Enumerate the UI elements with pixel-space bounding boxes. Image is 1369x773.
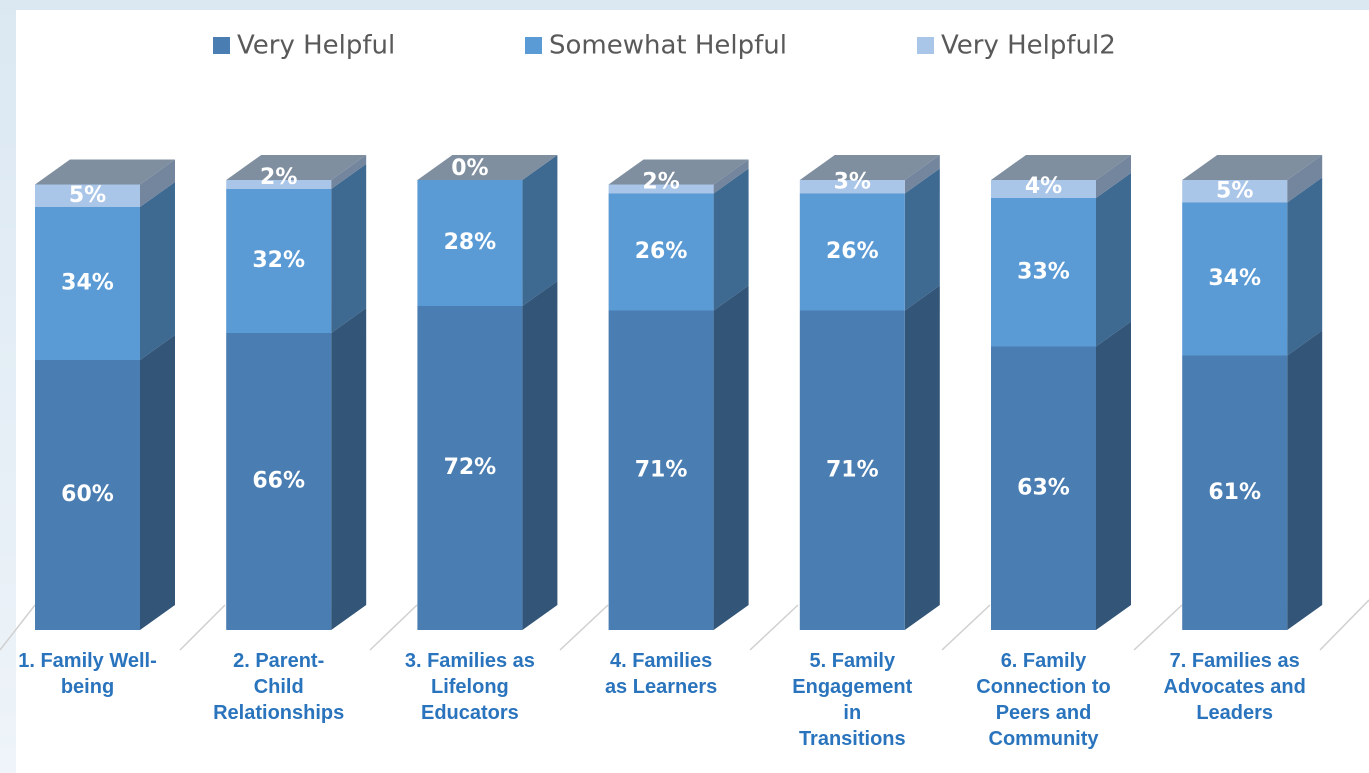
x-tick-label: 1. Family Well-being bbox=[18, 650, 157, 698]
value-label: 32% bbox=[252, 248, 305, 273]
bar bbox=[35, 207, 140, 360]
value-label: 26% bbox=[826, 239, 879, 264]
bar-top bbox=[226, 155, 367, 180]
bar-side bbox=[140, 159, 175, 207]
bar bbox=[226, 180, 332, 189]
bar bbox=[35, 360, 140, 630]
floor bbox=[0, 599, 1369, 651]
value-label: 34% bbox=[1208, 266, 1261, 291]
bar-top bbox=[991, 155, 1131, 180]
value-label: 63% bbox=[1017, 475, 1070, 500]
legend-label: Very Helpful2 bbox=[941, 31, 1116, 61]
value-label: 66% bbox=[252, 469, 305, 494]
value-label: 72% bbox=[444, 455, 497, 480]
bar bbox=[991, 180, 1096, 198]
bar bbox=[608, 310, 714, 630]
bar-side bbox=[522, 155, 558, 306]
value-label: 71% bbox=[826, 457, 879, 482]
x-tick-label: 5. Family Engagement in Transitions bbox=[792, 650, 913, 750]
bar-side bbox=[331, 308, 367, 630]
bar-side bbox=[713, 285, 749, 630]
bar bbox=[799, 310, 905, 630]
bar-side bbox=[1287, 330, 1323, 630]
value-label: 26% bbox=[635, 239, 688, 264]
value-label: 2% bbox=[260, 165, 297, 190]
bar-side bbox=[140, 182, 175, 360]
bar-side bbox=[713, 168, 749, 311]
value-label: 5% bbox=[1216, 178, 1253, 203]
value-label: 2% bbox=[642, 170, 679, 195]
value-label: 34% bbox=[61, 271, 114, 296]
bar-side bbox=[713, 159, 749, 194]
bar bbox=[608, 193, 714, 311]
bar bbox=[1182, 202, 1288, 356]
value-label: 3% bbox=[834, 170, 871, 195]
bar bbox=[1182, 355, 1288, 630]
value-label: 0% bbox=[451, 156, 488, 181]
value-label: 28% bbox=[444, 230, 497, 255]
legend-swatch bbox=[525, 37, 542, 54]
value-label: 71% bbox=[635, 457, 688, 482]
bar bbox=[991, 198, 1096, 347]
bar-side bbox=[1287, 177, 1323, 356]
bar-side bbox=[904, 285, 940, 630]
x-tick-label: 3. Families as Lifelong Educators bbox=[404, 650, 535, 724]
bar-side bbox=[904, 155, 940, 194]
legend-label: Somewhat Helpful bbox=[549, 31, 787, 61]
bar bbox=[991, 346, 1096, 630]
bar bbox=[226, 333, 332, 630]
value-label: 33% bbox=[1017, 259, 1070, 284]
value-label: 60% bbox=[61, 482, 114, 507]
bar-side bbox=[1096, 155, 1131, 198]
bar bbox=[799, 193, 905, 311]
x-tick-label: 4. Families as Learners bbox=[604, 650, 718, 698]
bar-top bbox=[417, 155, 558, 180]
bar-side bbox=[331, 155, 367, 189]
bar bbox=[417, 306, 523, 630]
bar bbox=[417, 180, 523, 306]
value-label: 61% bbox=[1208, 480, 1261, 505]
bar-top bbox=[799, 155, 940, 180]
bar-side bbox=[140, 335, 175, 630]
x-tick-label: 7. Families as Advocates and Leaders bbox=[1163, 650, 1306, 724]
bar bbox=[1182, 180, 1288, 203]
bar bbox=[608, 184, 714, 194]
bar bbox=[35, 184, 140, 207]
bar-side bbox=[331, 164, 367, 333]
bar-side bbox=[1287, 155, 1323, 203]
legend-label: Very Helpful bbox=[237, 31, 395, 61]
bar-top bbox=[1182, 155, 1323, 180]
bar-side bbox=[522, 281, 558, 630]
bar-side bbox=[1096, 173, 1131, 347]
bar-side bbox=[904, 168, 940, 311]
bar-top bbox=[35, 159, 175, 185]
value-label: 5% bbox=[69, 183, 106, 208]
x-tick-label: 2. Parent-Child Relationships bbox=[213, 650, 345, 724]
bar-side bbox=[1096, 321, 1131, 630]
legend-swatch bbox=[213, 37, 230, 54]
x-tick-label: 6. Family Connection to Peers and Commun… bbox=[976, 650, 1111, 750]
legend-swatch bbox=[917, 37, 934, 54]
bar bbox=[799, 180, 905, 194]
bar-top bbox=[608, 159, 749, 185]
bar bbox=[226, 189, 332, 333]
value-label: 4% bbox=[1025, 174, 1062, 199]
